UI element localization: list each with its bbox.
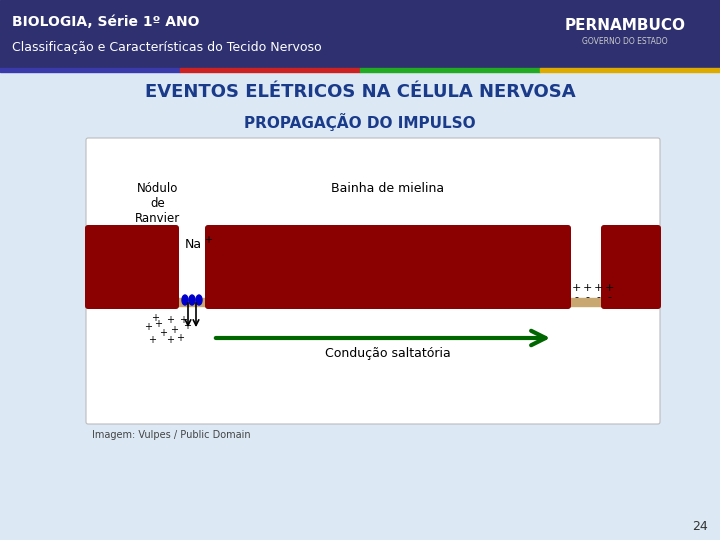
Text: +: + xyxy=(582,283,592,293)
Text: +: + xyxy=(144,322,152,332)
Text: +: + xyxy=(166,315,174,325)
Text: +: + xyxy=(179,315,187,325)
Ellipse shape xyxy=(196,295,202,305)
Text: BIOLOGIA, Série 1º ANO: BIOLOGIA, Série 1º ANO xyxy=(12,15,199,29)
Bar xyxy=(540,68,720,72)
Text: -: - xyxy=(574,292,578,302)
Text: PERNAMBUCO: PERNAMBUCO xyxy=(564,18,685,33)
Text: 24: 24 xyxy=(692,519,708,532)
FancyBboxPatch shape xyxy=(205,225,571,309)
Text: +: + xyxy=(148,335,156,345)
Text: +: + xyxy=(604,283,613,293)
Text: +: + xyxy=(166,335,174,345)
Text: +: + xyxy=(170,325,178,335)
Text: Classificação e Características do Tecido Nervoso: Classificação e Características do Tecid… xyxy=(12,42,322,55)
Text: Imagem: Vulpes / Public Domain: Imagem: Vulpes / Public Domain xyxy=(92,430,251,440)
Text: EVENTOS ELÉTRICOS NA CÉLULA NERVOSA: EVENTOS ELÉTRICOS NA CÉLULA NERVOSA xyxy=(145,83,575,101)
Bar xyxy=(0,68,180,72)
Text: -: - xyxy=(585,292,589,302)
Text: -: - xyxy=(607,292,611,302)
Text: +: + xyxy=(571,283,581,293)
Text: -: - xyxy=(596,292,600,302)
Ellipse shape xyxy=(182,295,188,305)
Bar xyxy=(88,298,658,306)
FancyBboxPatch shape xyxy=(601,225,661,309)
FancyBboxPatch shape xyxy=(86,138,660,424)
Text: +: + xyxy=(154,319,162,329)
Text: Na: Na xyxy=(185,238,202,251)
Text: +: + xyxy=(204,235,212,245)
Bar xyxy=(0,0,720,68)
FancyBboxPatch shape xyxy=(85,225,179,309)
Bar xyxy=(180,68,360,72)
Text: PROPAGAÇÃO DO IMPULSO: PROPAGAÇÃO DO IMPULSO xyxy=(244,113,476,131)
Text: Bainha de mielina: Bainha de mielina xyxy=(331,182,444,195)
Text: +: + xyxy=(151,313,159,323)
Text: GOVERNO DO ESTADO: GOVERNO DO ESTADO xyxy=(582,37,668,46)
Text: Condução saltatória: Condução saltatória xyxy=(325,347,451,360)
Ellipse shape xyxy=(189,295,195,305)
Text: Nódulo
de
Ranvier: Nódulo de Ranvier xyxy=(135,182,181,225)
Text: +: + xyxy=(176,333,184,343)
Text: +: + xyxy=(159,328,167,338)
Text: +: + xyxy=(593,283,603,293)
Bar xyxy=(360,68,540,72)
Text: +: + xyxy=(183,321,191,331)
